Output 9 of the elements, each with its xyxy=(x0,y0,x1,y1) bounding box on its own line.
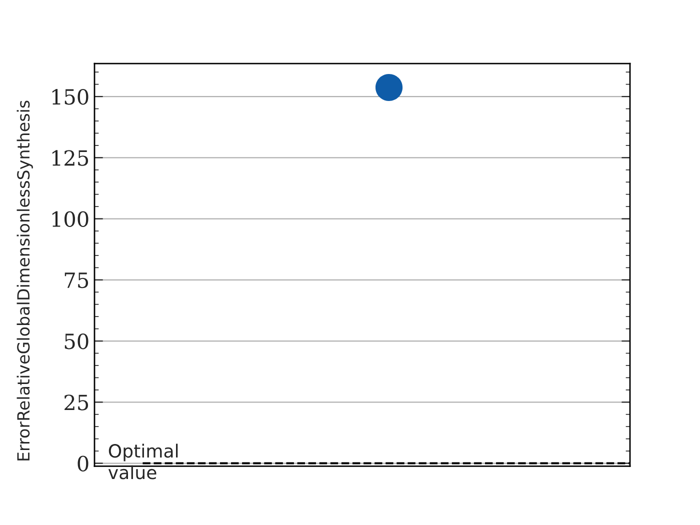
y-axis-title: ErrorRelativeGlobalDimensionlessSynthesis xyxy=(16,100,33,460)
y-tick-label: 25 xyxy=(64,394,88,410)
y-tick-label: 50 xyxy=(64,333,88,350)
y-tick-label: 100 xyxy=(52,211,88,227)
y-tick-label: 75 xyxy=(64,272,88,288)
y-tick-label: 0 xyxy=(78,456,88,472)
y-tick-label: 125 xyxy=(52,150,88,166)
y-tick-label: 150 xyxy=(52,88,88,105)
ref-line-label: Optimal value xyxy=(108,444,178,480)
